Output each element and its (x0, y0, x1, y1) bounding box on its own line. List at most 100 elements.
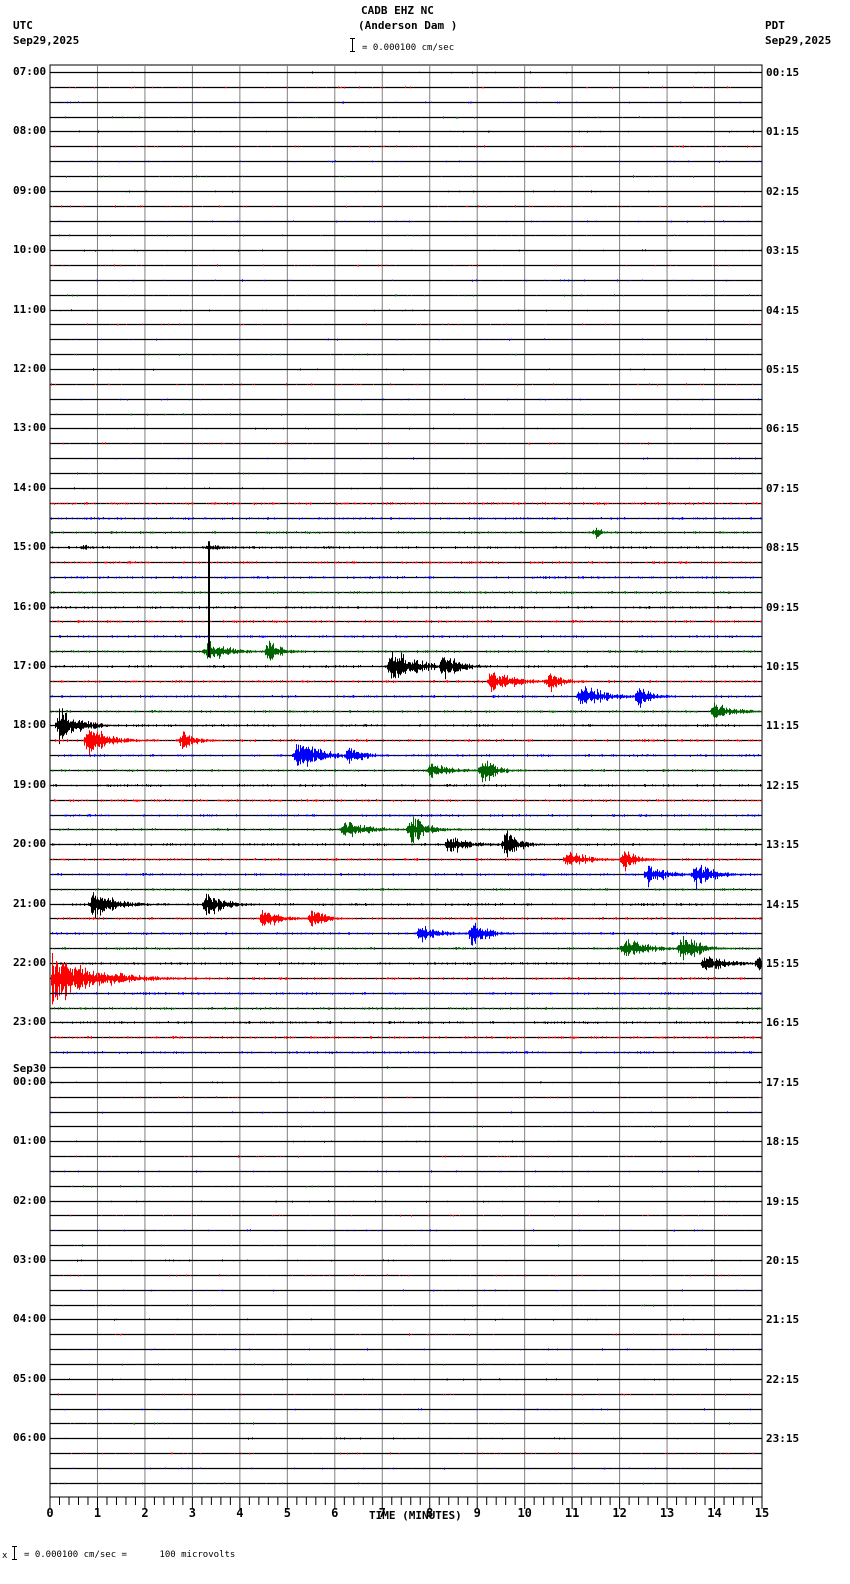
trace-signal (60, 1066, 730, 1069)
right-time-label: 11:15 (766, 719, 800, 733)
trace-signal (52, 640, 762, 661)
right-time-label: 01:15 (766, 125, 800, 139)
left-time-label: 20:00 (13, 837, 47, 851)
trace-signal (57, 888, 760, 892)
trace-signal (54, 816, 762, 844)
trace-signal (51, 1081, 760, 1084)
trace-signal (54, 992, 762, 995)
trace-signal (52, 145, 761, 148)
x-tick-label: 1 (94, 1506, 101, 1520)
left-time-label: 05:00 (13, 1371, 47, 1385)
trace-signal (70, 1214, 742, 1217)
trace-signal (56, 413, 758, 416)
trace-signal (52, 1036, 762, 1039)
trace-signal (59, 220, 753, 223)
trace-signal (123, 71, 751, 74)
x-tick-label: 15 (755, 1506, 769, 1520)
trace-signal (126, 190, 745, 193)
right-time-label: 12:15 (766, 778, 800, 792)
trace-signal (57, 1096, 761, 1099)
trace-signal (58, 744, 762, 767)
trace-signal (86, 457, 756, 460)
right-timezone: PDT (765, 19, 785, 32)
trace-signal (53, 1020, 760, 1024)
trace-signal (74, 353, 756, 356)
trace-signal (63, 892, 761, 919)
trace-signal (59, 234, 747, 237)
right-time-label: 16:15 (766, 1016, 800, 1030)
trace-signal (51, 686, 760, 708)
x-tick-label: 8 (426, 1506, 433, 1520)
trace-signal (73, 1467, 749, 1470)
scale-text: = 0.000100 cm/sec (362, 43, 455, 53)
left-time-label: 23:00 (13, 1015, 47, 1029)
trace-signal (67, 294, 760, 297)
trace-signal (51, 591, 761, 595)
trace-signal (51, 383, 753, 386)
right-time-label: 14:15 (766, 897, 800, 911)
right-time-label: 23:15 (766, 1432, 800, 1446)
left-time-label: 14:00 (13, 480, 47, 494)
left-time-label: 00:00 (13, 1074, 47, 1088)
trace-signal (51, 427, 751, 430)
trace-signal (93, 368, 726, 371)
left-time-label: 09:00 (13, 183, 47, 197)
trace-signal (51, 635, 759, 638)
footer-scale-text: = 0.000100 cm/sec = 100 microvolts (24, 1550, 236, 1560)
trace-signal (77, 249, 762, 252)
footer-scale-bar-icon (12, 1546, 20, 1560)
left-time-label: 18:00 (13, 718, 47, 732)
trace-signal (77, 472, 757, 475)
trace-signal (65, 1437, 710, 1440)
trace-signal (51, 576, 760, 579)
trace-signal (58, 1393, 750, 1396)
left-time-label: 01:00 (13, 1134, 47, 1148)
x-tick-label: 11 (565, 1506, 579, 1520)
left-time-label: 08:00 (13, 124, 47, 138)
station-location: (Anderson Dam ) (358, 19, 458, 32)
right-time-label: 10:15 (766, 660, 800, 673)
trace-signal (64, 1408, 751, 1411)
trace-signal (51, 517, 762, 520)
left-time-label: 21:00 (13, 896, 47, 910)
footer-scale-prefix: x (2, 1551, 8, 1561)
trace-signal (51, 527, 759, 539)
right-time-label: 04:15 (766, 303, 800, 317)
trace-signal (79, 130, 754, 133)
trace-signal (51, 1007, 762, 1011)
trace-signal (70, 1422, 752, 1425)
trace-signal (58, 1482, 755, 1485)
x-tick-label: 14 (707, 1506, 721, 1520)
trace-signal (68, 1348, 760, 1351)
left-time-label: 07:00 (13, 65, 47, 78)
right-time-label: 19:15 (766, 1194, 800, 1208)
trace-signal (52, 619, 762, 623)
right-time-label: 13:15 (766, 838, 800, 852)
trace-signal (52, 561, 758, 565)
plot-frame (49, 64, 763, 1498)
trace-signal (59, 101, 756, 104)
trace-signal (51, 442, 728, 445)
trace-signal (74, 487, 759, 490)
trace-signal (71, 1452, 754, 1455)
right-date: Sep29,2025 (765, 34, 832, 47)
trace-signal (77, 1259, 741, 1262)
right-time-label: 00:15 (766, 66, 800, 79)
scale-bar-icon (350, 38, 358, 52)
left-time-label: 04:00 (13, 1312, 47, 1326)
trace-signal (53, 1304, 757, 1307)
left-date: Sep29,2025 (13, 34, 80, 47)
right-time-label: 21:15 (766, 1313, 800, 1327)
left-time-label: 03:00 (13, 1253, 47, 1266)
left-time-label: 16:00 (13, 599, 47, 613)
x-tick-label: 13 (660, 1506, 674, 1520)
trace-signal (51, 953, 759, 1005)
trace-signal (51, 702, 762, 718)
trace-signal (60, 309, 754, 312)
trace-signal (86, 279, 755, 282)
left-time-label: 10:00 (13, 243, 47, 257)
x-tick-label: 6 (331, 1506, 338, 1520)
x-tick-label: 4 (236, 1506, 243, 1520)
right-time-label: 17:15 (766, 1075, 800, 1089)
left-timezone: UTC (13, 19, 33, 32)
